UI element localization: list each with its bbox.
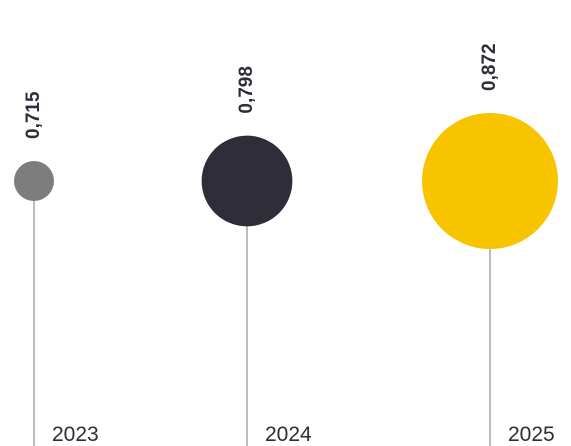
bubble-2024: [201, 135, 293, 227]
year-label-2025: 2025: [508, 423, 555, 446]
year-label-2024: 2024: [265, 423, 312, 446]
bubble-2023: [14, 161, 54, 201]
value-label-2024: 0,798: [236, 66, 257, 114]
value-label-2023: 0,715: [23, 91, 44, 139]
bubbles: [14, 113, 558, 249]
year-label-2023: 2023: [52, 423, 99, 446]
value-labels: 0,715 0,798 0,872: [23, 43, 500, 139]
value-label-2025: 0,872: [479, 43, 500, 91]
year-labels: 2023 2024 2025: [52, 423, 555, 446]
bubble-2025: [422, 113, 558, 249]
